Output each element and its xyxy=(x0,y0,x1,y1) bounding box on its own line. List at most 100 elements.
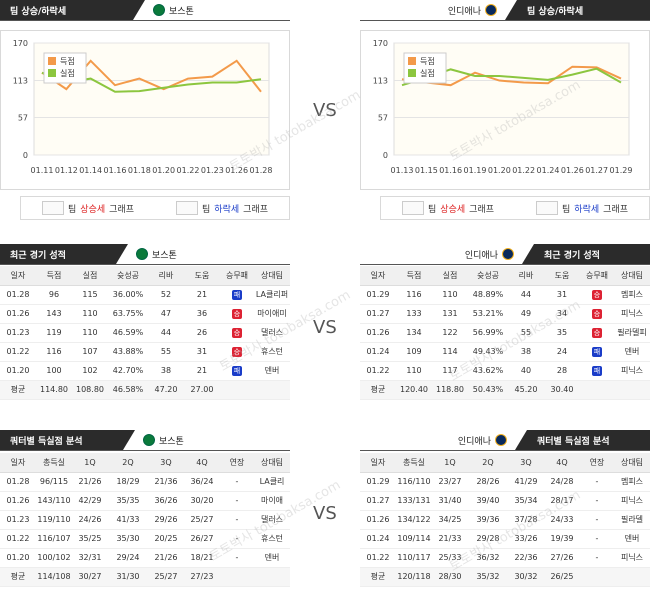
table-cell: 26/25 xyxy=(544,567,580,587)
table-cell: 52 xyxy=(148,285,184,305)
right-trend-title: 팀 상승/하락세 xyxy=(505,0,650,20)
table-cell: - xyxy=(220,491,254,511)
table-cell: 24/26 xyxy=(72,510,108,530)
table-cell: 96/115 xyxy=(36,472,72,492)
left-team-name: 보스톤 xyxy=(152,250,177,261)
table-row: 01.24 109 114 49.43% 38 24 패 덴버 xyxy=(360,342,650,362)
right-trend-chart-box: 170 113 57 0 01.13 01.15 01.16 01.19 01.20 01.22 0… xyxy=(360,30,650,190)
table-cell: 마이애 xyxy=(254,491,290,511)
legend-label: 실점 xyxy=(420,68,435,78)
table-cell: 120/118 xyxy=(396,567,432,587)
table-cell: 패 xyxy=(220,361,254,381)
table-cell: 42/29 xyxy=(72,491,108,511)
table-cell: 43.62% xyxy=(468,361,508,381)
column-header: 도움 xyxy=(544,266,580,286)
right-quarter-table: 일자 총득실 1Q 2Q 3Q 4Q 연장 상대팀 01.29 116/110 23/27 28/26… xyxy=(360,453,650,587)
table-header-row: 일자 총득실 1Q 2Q 3Q 4Q 연장 상대팀 xyxy=(360,453,650,473)
table-cell: 31/40 xyxy=(432,491,468,511)
column-header: 승무패 xyxy=(220,266,254,286)
column-header: 승무패 xyxy=(580,266,614,286)
table-cell: 01.23 xyxy=(0,510,36,530)
table-cell: 116/110 xyxy=(396,472,432,492)
table-cell xyxy=(220,567,254,587)
right-recent-table: 일자 득점 실점 슛성공 리바 도움 승무패 상대팀 01.29 116 110 48.89% 44 31… xyxy=(360,266,650,400)
column-header: 상대팀 xyxy=(254,266,290,286)
y-tick-label: 113 xyxy=(373,77,388,86)
column-header: 3Q xyxy=(148,453,184,473)
table-cell xyxy=(220,380,254,400)
table-row: 01.22 110/117 25/33 36/32 22/36 27/26- 피닉스 xyxy=(360,548,650,568)
column-header: 득점 xyxy=(36,266,72,286)
table-cell: 108.80 xyxy=(72,380,108,400)
table-cell: 36/26 xyxy=(148,491,184,511)
table-cell: 01.26 xyxy=(0,491,36,511)
left-team-name: 보스톤 xyxy=(159,436,184,447)
table-cell: 49 xyxy=(508,304,544,324)
table-cell xyxy=(254,380,290,400)
vs-label: VS xyxy=(313,503,337,524)
table-cell: 38 xyxy=(148,361,184,381)
table-cell xyxy=(254,567,290,587)
left-trend-header: 팀 상승/하락세 보스톤 xyxy=(0,0,290,20)
table-cell: - xyxy=(220,472,254,492)
result-badge: 승 xyxy=(592,308,602,319)
celtics-logo-icon xyxy=(153,4,165,16)
table-cell: 필라델피 xyxy=(614,323,650,343)
table-cell: 114 xyxy=(432,342,468,362)
table-cell: 46.58% xyxy=(108,380,148,400)
table-cell: 18/21 xyxy=(184,548,220,568)
column-header: 득점 xyxy=(396,266,432,286)
table-cell: 110/117 xyxy=(396,548,432,568)
average-row: 평균 120.40 118.80 50.43% 45.20 30.40 xyxy=(360,380,650,400)
column-header: 1Q xyxy=(72,453,108,473)
table-cell: 44 xyxy=(508,285,544,305)
legend-label: 실점 xyxy=(60,68,75,78)
column-header: 리바 xyxy=(508,266,544,286)
table-row: 01.23 119/110 24/26 41/33 29/26 25/27- 댈러스 xyxy=(0,510,290,530)
table-cell: 01.22 xyxy=(360,548,396,568)
right-quarter-header: 인디애나 쿼터별 득실점 분석 xyxy=(360,430,650,450)
table-cell: 37/28 xyxy=(508,510,544,530)
table-cell: - xyxy=(580,510,614,530)
down-graph-icon xyxy=(536,201,559,215)
table-cell: 패 xyxy=(220,285,254,305)
right-team-name: 인디애나 xyxy=(464,250,498,261)
table-cell: 110 xyxy=(396,361,432,381)
left-trend-chart-box: 170 113 57 0 01.11 01.12 01.14 01.16 01.18 01.20 0… xyxy=(0,30,290,190)
table-row: 01.27 133 131 53.21% 49 34 승 피닉스 xyxy=(360,304,650,324)
table-row: 01.22 110 117 43.62% 40 28 패 피닉스 xyxy=(360,361,650,381)
right-team-label: 인디애나 xyxy=(440,4,505,17)
table-cell: 21/36 xyxy=(148,472,184,492)
right-team-label: 인디애나 xyxy=(457,248,522,261)
column-header: 슛성공 xyxy=(468,266,508,286)
table-cell: 멤피스 xyxy=(614,472,650,492)
table-row: 01.29 116 110 48.89% 44 31 승 멤피스 xyxy=(360,285,650,305)
table-cell: 109/114 xyxy=(396,529,432,549)
table-cell: 55 xyxy=(148,342,184,362)
table-cell: 01.22 xyxy=(0,342,36,362)
legend-down: 팀 하락세 그래프 xyxy=(176,201,268,215)
table-cell: LA클리 xyxy=(254,472,290,492)
table-cell: 댈러스 xyxy=(254,510,290,530)
table-cell: 21/26 xyxy=(148,548,184,568)
y-tick-label: 0 xyxy=(383,151,388,160)
legend-down: 팀 하락세 그래프 xyxy=(536,201,628,215)
left-team-label: 보스톤 xyxy=(145,4,202,17)
result-badge: 승 xyxy=(232,346,242,357)
table-cell: 27/23 xyxy=(184,567,220,587)
right-trend-header: 인디애나 팀 상승/하락세 xyxy=(360,0,650,20)
table-cell: 01.23 xyxy=(0,323,36,343)
table-cell: - xyxy=(580,491,614,511)
table-row: 01.20 100 102 42.70% 38 21 패 덴버 xyxy=(0,361,290,381)
table-cell: 46.59% xyxy=(108,323,148,343)
legend-label: 득점 xyxy=(60,56,75,66)
right-quarter-title: 쿼터별 득실점 분석 xyxy=(515,430,650,450)
series-line-득점 xyxy=(401,65,622,87)
table-cell: - xyxy=(220,529,254,549)
table-cell: 35/34 xyxy=(508,491,544,511)
column-header: 3Q xyxy=(508,453,544,473)
table-header-row: 일자 득점 실점 슛성공 리바 도움 승무패 상대팀 xyxy=(360,266,650,286)
table-row: 01.27 133/131 31/40 39/40 35/34 28/17- 피닉스 xyxy=(360,491,650,511)
table-cell: 114.80 xyxy=(36,380,72,400)
